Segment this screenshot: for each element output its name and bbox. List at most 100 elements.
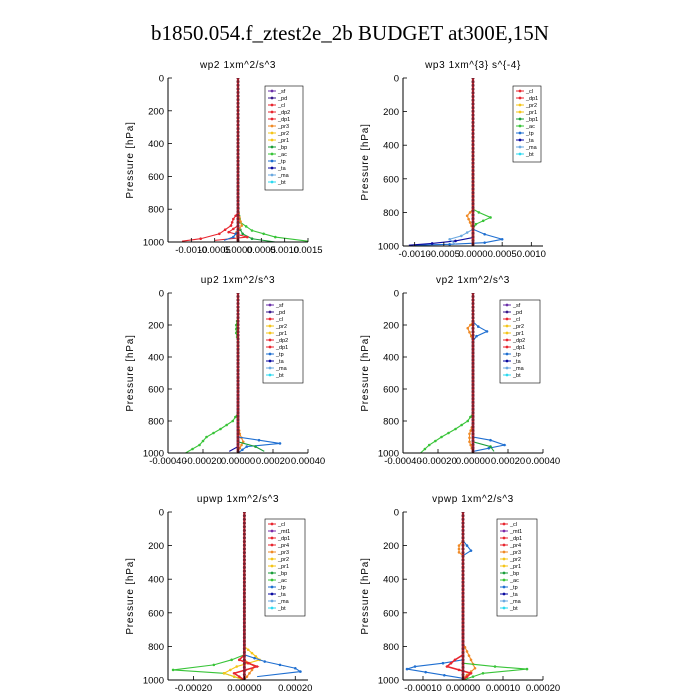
legend-marker xyxy=(270,138,274,142)
series-marker xyxy=(460,423,463,427)
zero-line-marker xyxy=(471,390,475,394)
zero-line-marker xyxy=(242,562,246,566)
series-line xyxy=(472,293,507,452)
y-tick-label: 0 xyxy=(394,289,399,300)
zero-line-marker xyxy=(242,595,246,599)
zero-line-marker xyxy=(461,540,465,544)
x-tick-label: 0.0010 xyxy=(270,245,299,256)
legend-label: _ta xyxy=(277,166,287,172)
series-marker xyxy=(250,668,254,672)
legend-label: _tp xyxy=(525,131,534,137)
zero-line-marker xyxy=(242,610,246,614)
zero-line-marker xyxy=(242,547,246,551)
series-marker xyxy=(254,445,257,448)
series-marker xyxy=(448,243,451,246)
legend-label: _pr2 xyxy=(277,557,289,563)
series-marker xyxy=(453,658,457,662)
legend-marker xyxy=(270,166,274,170)
legend-marker xyxy=(270,599,274,603)
series-marker xyxy=(205,435,208,439)
zero-line-marker xyxy=(471,305,475,309)
zero-line-marker xyxy=(242,540,246,544)
legend-label: _pd xyxy=(275,310,285,316)
zero-line-marker xyxy=(236,383,240,387)
y-tick-label: 800 xyxy=(148,417,164,428)
x-tick-label: -0.0010 xyxy=(399,249,431,260)
series-marker xyxy=(241,448,244,452)
panel-2: wp3 1xm^{3} s^{-4} Pressure [hPa] 0 200 400 6… xyxy=(360,60,546,260)
series-marker xyxy=(232,235,235,239)
panel-title: vp2 1xm^2/s^3 xyxy=(436,275,510,286)
zero-line-marker xyxy=(471,202,475,206)
zero-line-marker xyxy=(471,135,475,139)
zero-line-marker xyxy=(471,295,475,299)
series-marker xyxy=(467,217,470,221)
legend-marker xyxy=(268,359,272,363)
legend-marker xyxy=(505,317,509,321)
zero-line-marker xyxy=(471,109,475,113)
y-tick-label: 1000 xyxy=(378,449,399,460)
zero-line-marker xyxy=(236,213,240,217)
zero-line-marker xyxy=(471,302,475,306)
zero-line-marker xyxy=(242,636,246,640)
legend-label: _dp1 xyxy=(275,345,288,351)
legend-label: _cl xyxy=(525,89,533,95)
legend-marker xyxy=(268,303,272,307)
zero-line-marker xyxy=(471,365,475,369)
series-marker xyxy=(483,241,486,244)
zero-line-marker xyxy=(236,326,240,330)
series-marker xyxy=(525,667,529,671)
zero-line-marker xyxy=(471,411,475,415)
zero-line-marker xyxy=(236,393,240,397)
series-marker xyxy=(469,415,472,419)
zero-line-marker xyxy=(236,379,240,383)
x-tick-label: -0.00020 xyxy=(175,683,213,694)
legend-label: _ac xyxy=(277,578,287,584)
series-marker xyxy=(199,237,202,241)
series-marker xyxy=(413,665,417,668)
legend-label: _bt xyxy=(275,373,284,379)
series-marker xyxy=(229,668,232,672)
legend-label: _ta xyxy=(525,138,535,144)
legend-marker xyxy=(505,310,509,314)
y-tick-label: 200 xyxy=(148,321,164,332)
zero-line-marker xyxy=(236,231,240,235)
series-line xyxy=(237,293,265,452)
series-marker xyxy=(483,232,486,236)
series-marker xyxy=(246,661,250,665)
zero-line-marker xyxy=(471,172,475,176)
zero-line-marker xyxy=(236,235,240,239)
series-marker xyxy=(245,675,249,678)
legend-label: _sf xyxy=(512,303,521,309)
series-marker xyxy=(171,668,175,672)
legend-marker xyxy=(518,117,522,121)
series-marker xyxy=(468,440,471,444)
legend-label: _bp xyxy=(277,571,287,577)
series-marker xyxy=(469,671,473,675)
x-tick-label: 0.00000 xyxy=(221,456,255,467)
legend-label: _pr3 xyxy=(277,124,289,130)
zero-line-marker xyxy=(461,554,465,558)
legend: _cl_mt1_dp1_pr4_pr3_pr2_pr1_bp_ac_tp_ta_… xyxy=(496,518,538,617)
zero-line-marker xyxy=(242,521,246,525)
zero-line-marker xyxy=(236,312,240,316)
legend-marker xyxy=(502,522,506,526)
zero-line-marker xyxy=(471,146,475,150)
zero-line-marker xyxy=(242,665,246,669)
zero-line-marker xyxy=(236,293,240,295)
y-tick-label: 800 xyxy=(383,417,399,428)
zero-line-marker xyxy=(242,613,246,617)
legend-marker xyxy=(502,585,506,589)
zero-line-marker xyxy=(471,326,475,330)
zero-line-marker xyxy=(471,106,475,110)
series-marker xyxy=(448,237,451,241)
zero-line-marker xyxy=(471,235,475,239)
legend-marker xyxy=(270,550,274,554)
zero-line-marker xyxy=(236,202,240,206)
zero-line-marker xyxy=(471,312,475,316)
zero-line-marker xyxy=(461,625,465,629)
zero-line-marker xyxy=(236,105,240,109)
legend-label: _tp xyxy=(277,585,286,591)
series-marker xyxy=(485,330,489,333)
